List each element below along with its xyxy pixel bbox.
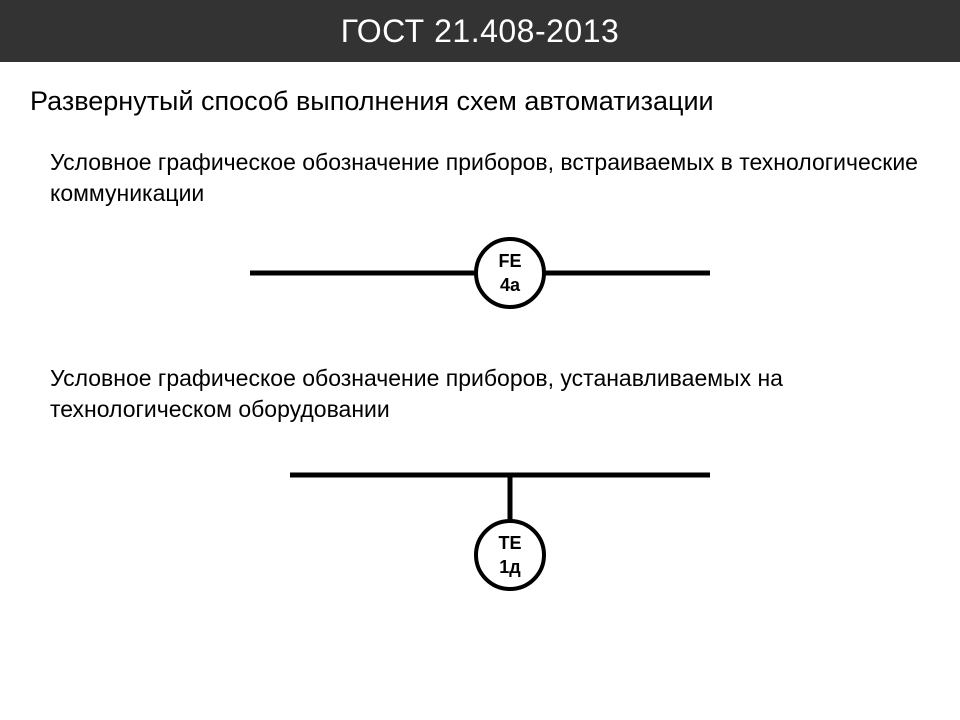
inline-instrument-symbol: FE 4а [220,223,740,333]
svg-text:4а: 4а [500,275,521,295]
content-area: Развернутый способ выполнения схем автом… [0,62,960,609]
section1-diagram: FE 4а [30,223,930,333]
svg-text:FE: FE [498,251,521,271]
section2-diagram: TE 1д [30,439,930,609]
page-subtitle: Развернутый способ выполнения схем автом… [30,86,930,117]
section1-description: Условное графическое обозначение приборо… [50,147,920,209]
svg-text:TE: TE [498,533,521,553]
header-title: ГОСТ 21.408-2013 [341,13,620,50]
mounted-instrument-symbol: TE 1д [220,439,740,609]
section2-description: Условное графическое обозначение приборо… [50,363,920,425]
svg-text:1д: 1д [499,557,521,577]
header-bar: ГОСТ 21.408-2013 [0,0,960,62]
